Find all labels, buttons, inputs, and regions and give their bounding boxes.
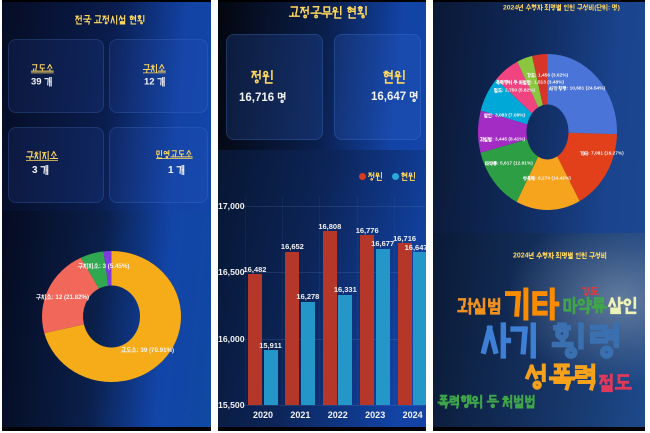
svg-text:(: ( <box>594 4 597 11</box>
svg-text:2024: 2024 <box>503 4 518 11</box>
svg-text:: 2,750 (5.82%): : 2,750 (5.82%) <box>502 88 535 94</box>
svg-text:·: · <box>557 87 559 92</box>
svg-text:3: 3 <box>32 165 38 176</box>
svg-text:12: 12 <box>144 76 155 87</box>
svg-text:: 3,445 (8.41%): : 3,445 (8.41%) <box>492 136 525 142</box>
svg-text:: 3 (5.45%): : 3 (5.45%) <box>99 263 130 270</box>
svg-text:): ) <box>617 4 619 11</box>
svg-text:2024: 2024 <box>513 252 529 259</box>
svg-text:: 1,456 (3.62%): : 1,456 (3.62%) <box>535 73 568 79</box>
svg-text:16,716: 16,716 <box>239 91 274 103</box>
svg-text:: 10,681 (24.54%): : 10,681 (24.54%) <box>567 86 606 92</box>
svg-text:: 12 (21.82%): : 12 (21.82%) <box>52 294 89 301</box>
svg-text:: 39 (70.91%): : 39 (70.91%) <box>136 347 174 354</box>
svg-text:39: 39 <box>31 76 42 87</box>
svg-text::: : <box>608 4 610 11</box>
svg-text:: 7,081 (16.27%): : 7,081 (16.27%) <box>588 150 624 156</box>
svg-text:: 6,274 (14.42%): : 6,274 (14.42%) <box>535 175 571 181</box>
svg-text:: 1,513 (3.48%): : 1,513 (3.48%) <box>531 80 564 86</box>
svg-text:1: 1 <box>168 165 174 176</box>
svg-text:: 5,617 (12.91%): : 5,617 (12.91%) <box>497 160 533 166</box>
svg-text:: 3,083 (7.08%): : 3,083 (7.08%) <box>492 112 525 118</box>
svg-text:16,647: 16,647 <box>371 91 406 103</box>
